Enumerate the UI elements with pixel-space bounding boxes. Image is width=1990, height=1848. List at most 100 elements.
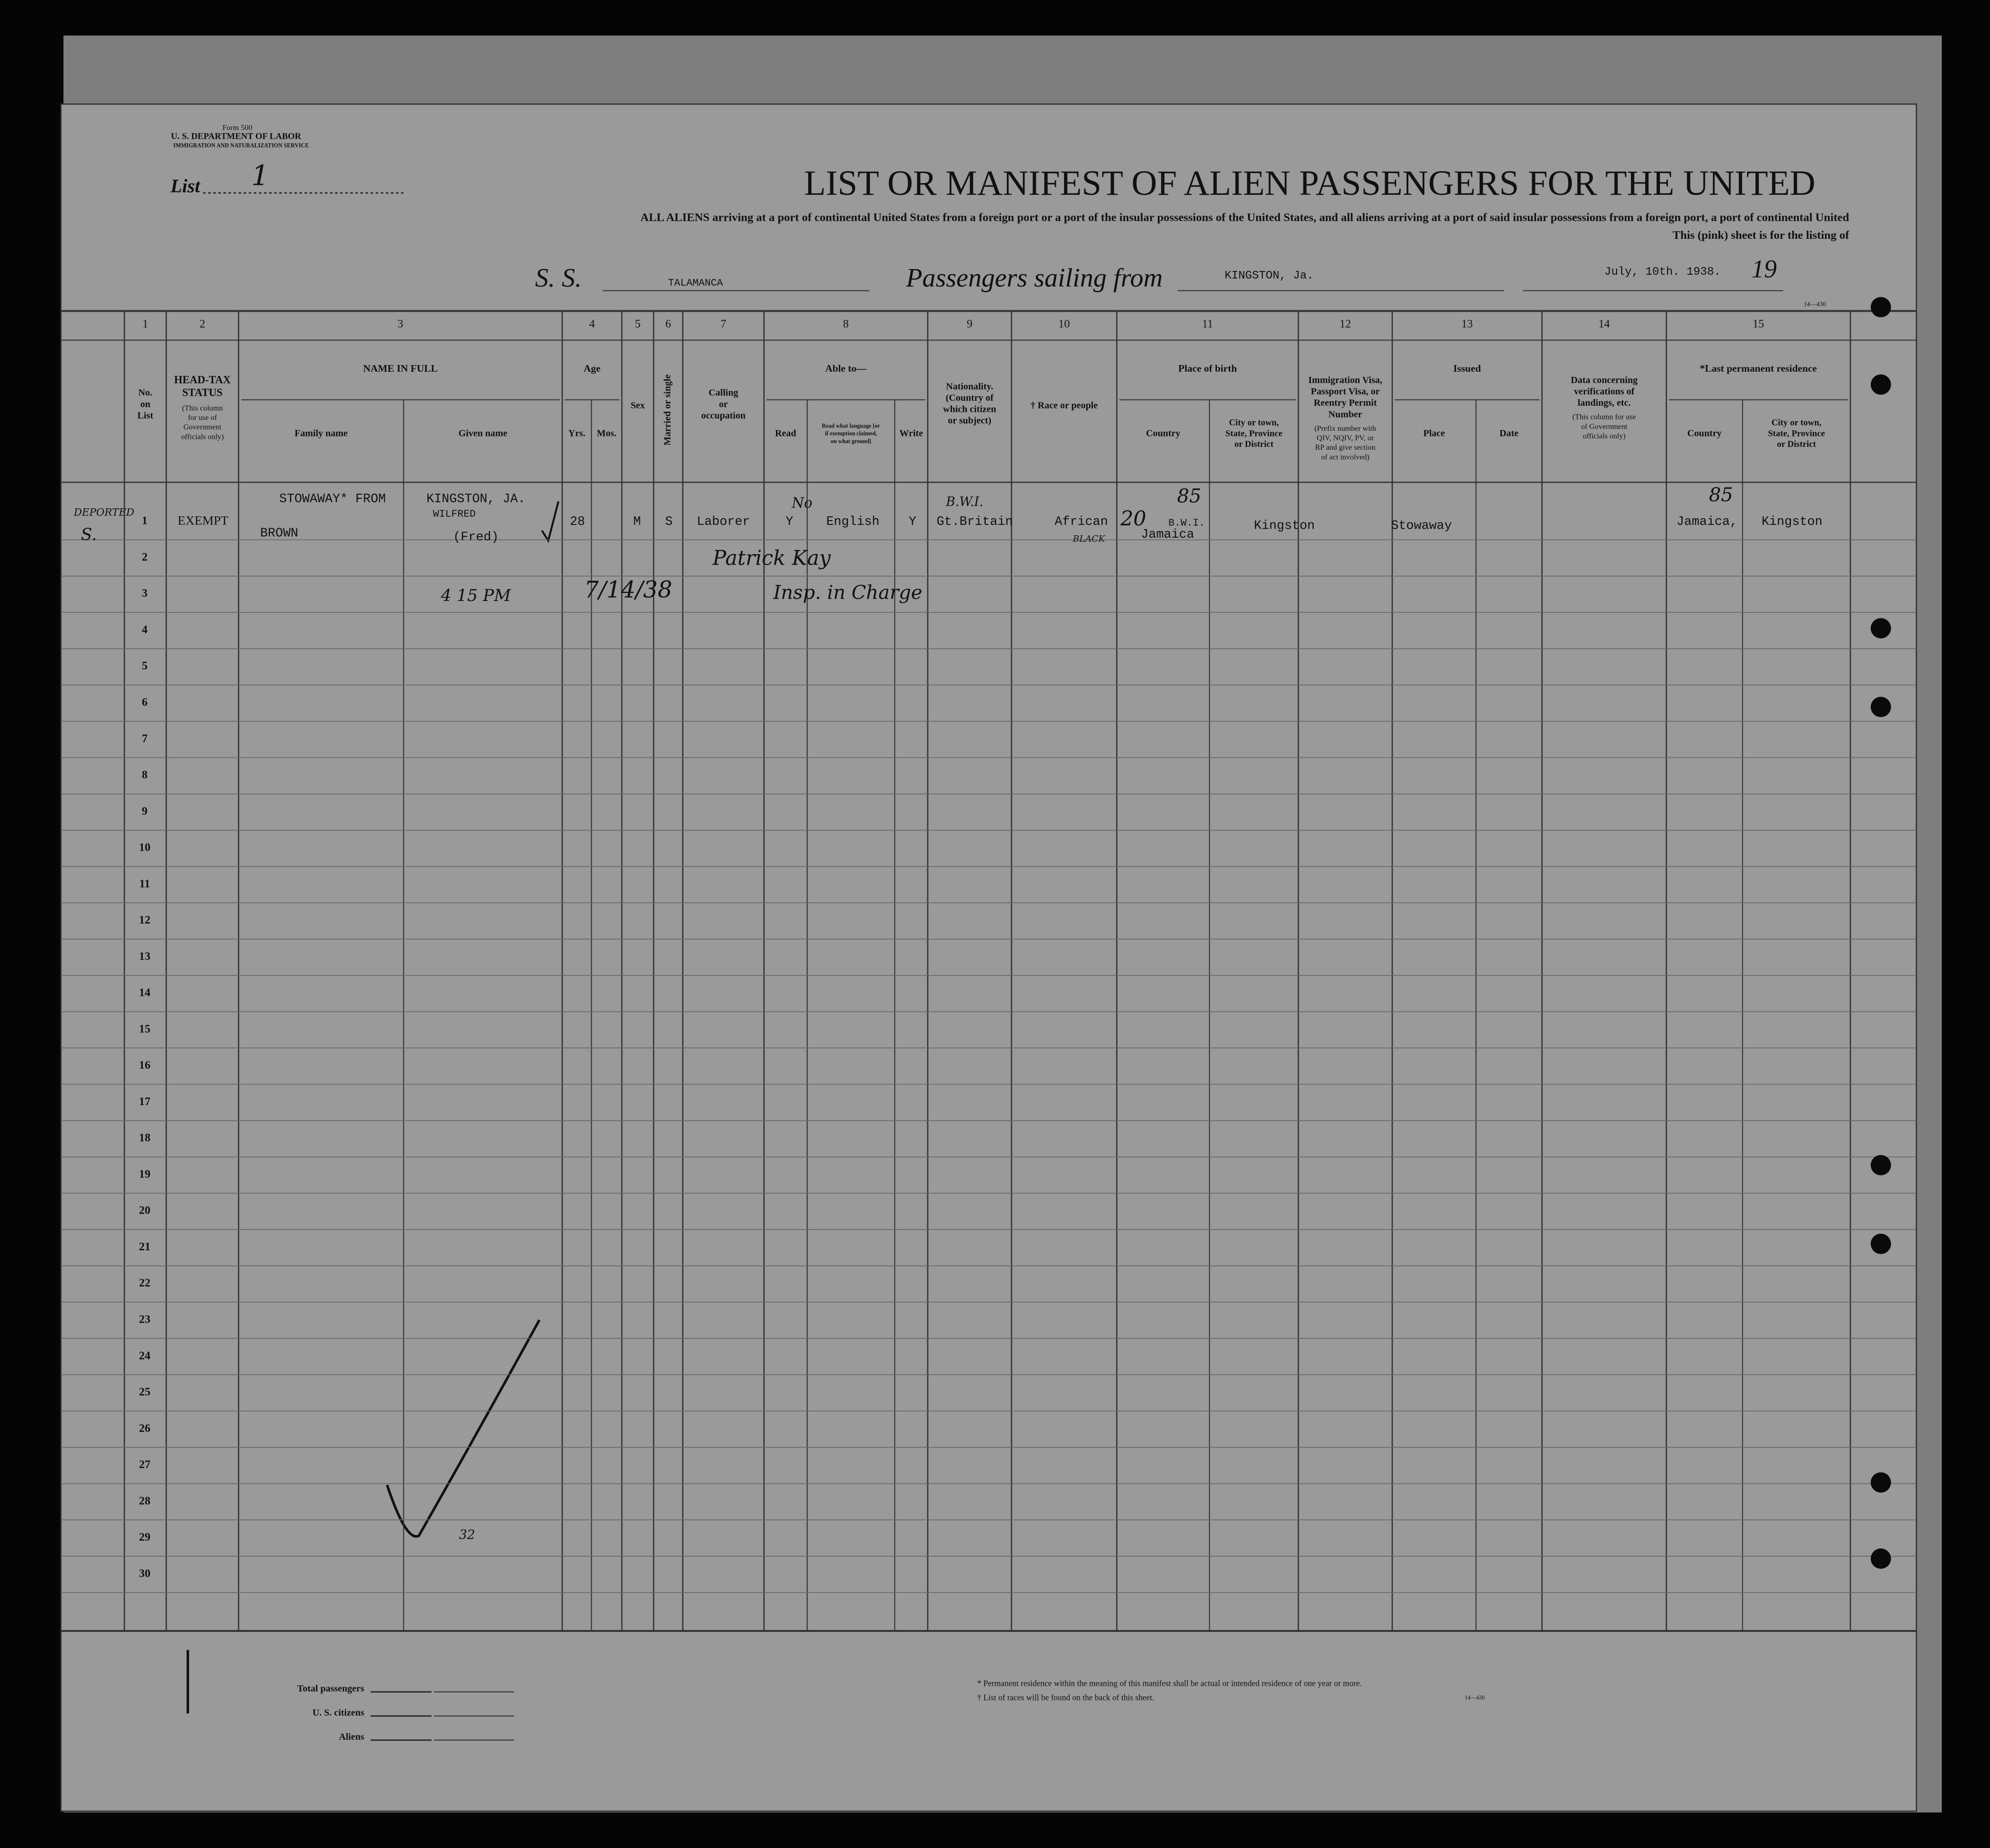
- entry: KINGSTON, JA.: [427, 492, 525, 506]
- entry: BROWN: [260, 526, 298, 540]
- column-sublabel: State, Province: [1768, 428, 1825, 438]
- column-sublabel: Given name: [458, 428, 507, 439]
- column-sublabel: Country: [1146, 428, 1180, 439]
- row-number: 1: [142, 514, 148, 527]
- entry: B.W.I.: [945, 495, 983, 509]
- column-sublabel: Country: [1687, 428, 1722, 439]
- entry: Insp. in Charge: [773, 582, 922, 604]
- column-note: of Government: [1581, 423, 1627, 431]
- total-label: Aliens: [339, 1732, 365, 1742]
- row-number: 11: [140, 877, 150, 890]
- list-label: List: [170, 175, 201, 196]
- column-label: Reentry Permit: [1314, 398, 1377, 408]
- subtitle: ALL ALIENS arriving at a port of contine…: [640, 211, 1849, 224]
- column-label: Calling: [708, 388, 738, 398]
- column-sublabel: Family name: [295, 428, 348, 439]
- column-label: Issued: [1453, 363, 1481, 374]
- column-sublabel: or District: [1777, 439, 1816, 449]
- entry: Jamaica: [1141, 528, 1195, 542]
- entry: 32: [459, 1528, 475, 1543]
- entry: 85: [1177, 486, 1201, 507]
- column-label: (Country of: [946, 392, 994, 403]
- ship-name: TALAMANCA: [668, 278, 723, 289]
- column-label: Immigration Visa,: [1308, 375, 1382, 385]
- column-note: officials only): [1583, 432, 1625, 440]
- row-number: 23: [139, 1313, 150, 1326]
- row-number: 4: [142, 623, 148, 636]
- binder-hole: [1870, 297, 1891, 318]
- column-note: (Prefix number with: [1314, 425, 1376, 433]
- binder-hole: [1870, 374, 1891, 395]
- entry: EXEMPT: [178, 513, 228, 527]
- row-number: 24: [139, 1349, 150, 1362]
- column-number: 15: [1753, 318, 1764, 331]
- total-label: U. S. citizens: [313, 1708, 365, 1718]
- paper: [60, 103, 1917, 1812]
- column-label: Nationality.: [946, 381, 993, 392]
- entry: S: [665, 515, 672, 529]
- entry: S.: [81, 525, 97, 544]
- entry: M: [633, 515, 641, 529]
- entry: English: [826, 515, 880, 529]
- row-number: 29: [139, 1531, 150, 1543]
- row-number: 16: [139, 1059, 150, 1072]
- row-number: 19: [139, 1168, 150, 1180]
- binder-hole: [1870, 1472, 1891, 1493]
- column-label: occupation: [701, 410, 746, 421]
- year-prefix: 19: [1751, 255, 1777, 283]
- entry: Laborer: [697, 515, 750, 529]
- entry: BLACK: [1073, 534, 1106, 544]
- entry: 4 15 PM: [440, 586, 511, 605]
- port: KINGSTON, Ja.: [1225, 270, 1314, 282]
- tick-mark: [541, 501, 559, 543]
- column-sublabel: Read: [775, 428, 796, 439]
- entry: B.W.I.: [1169, 518, 1205, 529]
- column-number: 9: [967, 318, 972, 331]
- binder-hole: [1870, 1233, 1891, 1254]
- row-number: 22: [139, 1277, 150, 1290]
- column-label: STATUS: [182, 386, 222, 398]
- column-label: Married or single: [663, 375, 673, 446]
- entry: WILFRED: [433, 509, 476, 520]
- column-label: Sex: [630, 401, 645, 411]
- column-note: QIV, NQIV, PV, or: [1317, 434, 1374, 442]
- row-number: 15: [139, 1022, 150, 1035]
- column-note: of act involved): [1321, 453, 1370, 461]
- column-sublabel: Mos.: [597, 428, 617, 439]
- column-number: 5: [635, 318, 641, 331]
- total-label: Total passengers: [297, 1683, 365, 1694]
- entry: African: [1055, 515, 1108, 529]
- column-number: 8: [843, 318, 849, 331]
- row-number: 20: [139, 1204, 150, 1217]
- column-number: 14: [1598, 318, 1610, 331]
- form-code: 14—430: [1804, 300, 1826, 307]
- column-label: List: [138, 410, 154, 421]
- column-sublabel: Place: [1423, 428, 1445, 439]
- column-sublabel: on what ground]: [831, 438, 872, 445]
- column-number: 2: [200, 318, 205, 331]
- row-number: 17: [139, 1095, 150, 1108]
- column-number: 6: [665, 318, 671, 331]
- column-number: 4: [589, 318, 595, 331]
- entry: 20: [1120, 507, 1146, 531]
- column-sublabel: City or town,: [1229, 418, 1279, 427]
- column-sublabel: Yrs.: [568, 428, 585, 439]
- column-note: (This column: [182, 404, 223, 412]
- row-number: 21: [139, 1240, 150, 1253]
- entry: Jamaica,: [1676, 515, 1737, 529]
- column-sublabel: State, Province: [1225, 428, 1283, 438]
- column-sublabel: if exemption claimed,: [825, 430, 877, 437]
- binder-hole: [1870, 1155, 1891, 1176]
- column-label: which citizen: [943, 404, 996, 415]
- column-label: Passport Visa, or: [1311, 386, 1380, 397]
- sailing-label: Passengers sailing from: [906, 263, 1163, 293]
- row-number: 27: [139, 1458, 150, 1471]
- row-number: 28: [139, 1494, 150, 1507]
- entry: Gt.Britain: [937, 515, 1013, 529]
- column-note: RP and give section: [1315, 444, 1376, 452]
- column-label: verifications of: [1574, 386, 1634, 397]
- form-code: 14—430: [1465, 1694, 1484, 1701]
- entry: Stowaway: [1391, 519, 1452, 533]
